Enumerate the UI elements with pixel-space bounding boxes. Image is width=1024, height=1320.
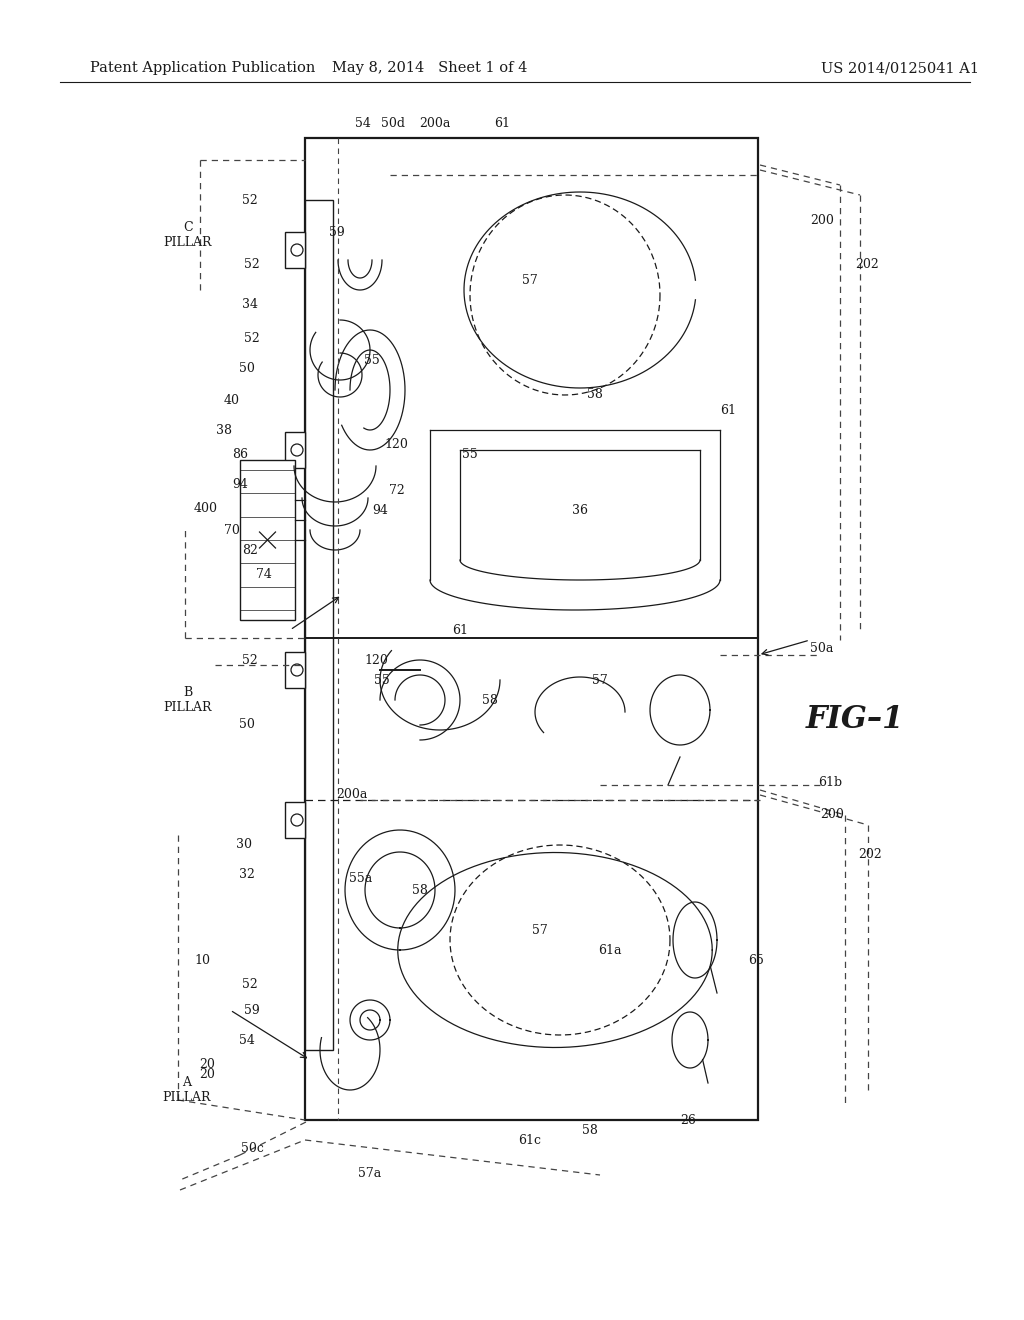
Text: 10: 10 — [194, 953, 210, 966]
Bar — [285, 652, 305, 688]
Bar — [240, 459, 295, 620]
Text: B
PILLAR: B PILLAR — [164, 686, 212, 714]
Text: 59: 59 — [245, 1003, 260, 1016]
Text: 38: 38 — [216, 424, 232, 437]
Text: 202: 202 — [855, 259, 879, 272]
Text: 32: 32 — [240, 869, 255, 882]
Text: 55: 55 — [365, 354, 380, 367]
Text: 72: 72 — [389, 483, 406, 496]
Text: 52: 52 — [245, 259, 260, 272]
Text: 57: 57 — [532, 924, 548, 936]
Text: 58: 58 — [587, 388, 603, 401]
Text: 61: 61 — [720, 404, 736, 417]
Text: 52: 52 — [243, 978, 258, 991]
Text: 50: 50 — [240, 718, 255, 731]
Text: 26: 26 — [680, 1114, 696, 1126]
Text: Patent Application Publication: Patent Application Publication — [90, 61, 315, 75]
Text: 58: 58 — [582, 1123, 598, 1137]
Text: 55a: 55a — [349, 871, 372, 884]
Text: 70: 70 — [224, 524, 240, 536]
Bar — [305, 201, 333, 1049]
Bar — [285, 803, 305, 838]
Text: 36: 36 — [572, 503, 588, 516]
Text: 61a: 61a — [598, 944, 622, 957]
Text: 50: 50 — [240, 362, 255, 375]
Text: 120: 120 — [384, 438, 408, 451]
Text: May 8, 2014   Sheet 1 of 4: May 8, 2014 Sheet 1 of 4 — [333, 61, 527, 75]
Text: 54: 54 — [240, 1034, 255, 1047]
Text: FIG–1: FIG–1 — [806, 705, 904, 735]
Text: 34: 34 — [242, 298, 258, 312]
Text: 52: 52 — [245, 331, 260, 345]
Text: 54: 54 — [355, 117, 371, 129]
Text: 120: 120 — [365, 653, 388, 667]
Text: C
PILLAR: C PILLAR — [164, 220, 212, 249]
Text: 94: 94 — [372, 503, 388, 516]
Text: 57a: 57a — [358, 1167, 382, 1180]
Bar — [305, 139, 758, 1119]
Text: 57: 57 — [592, 673, 608, 686]
Text: 55: 55 — [374, 673, 390, 686]
Text: 50d: 50d — [381, 117, 406, 129]
Text: 61: 61 — [494, 117, 510, 129]
Text: 200: 200 — [810, 214, 834, 227]
Text: 20: 20 — [199, 1068, 215, 1081]
Text: 52: 52 — [243, 653, 258, 667]
Bar — [285, 432, 305, 469]
Text: 400: 400 — [194, 502, 218, 515]
Text: 74: 74 — [256, 569, 272, 582]
Text: 94: 94 — [232, 479, 248, 491]
Text: 86: 86 — [232, 449, 248, 462]
Text: 58: 58 — [412, 883, 428, 896]
Text: 58: 58 — [482, 693, 498, 706]
Text: 61: 61 — [452, 623, 468, 636]
Text: 202: 202 — [858, 849, 882, 862]
Text: 61b: 61b — [818, 776, 842, 788]
Text: 65: 65 — [748, 953, 764, 966]
Text: 200: 200 — [820, 808, 844, 821]
Text: 82: 82 — [242, 544, 258, 557]
Text: 200a: 200a — [337, 788, 368, 801]
Text: US 2014/0125041 A1: US 2014/0125041 A1 — [821, 61, 979, 75]
Text: 52: 52 — [243, 194, 258, 206]
Text: A
PILLAR: A PILLAR — [163, 1076, 211, 1104]
Text: 200a: 200a — [419, 117, 451, 129]
Text: 50a: 50a — [810, 642, 834, 655]
Text: 55: 55 — [462, 449, 478, 462]
Bar — [285, 232, 305, 268]
Text: 20: 20 — [199, 1059, 215, 1072]
Text: 40: 40 — [224, 393, 240, 407]
Text: 61c: 61c — [518, 1134, 542, 1147]
Text: 59: 59 — [330, 226, 345, 239]
Text: 57: 57 — [522, 273, 538, 286]
Text: 50c: 50c — [241, 1142, 263, 1155]
Text: 30: 30 — [236, 838, 252, 851]
